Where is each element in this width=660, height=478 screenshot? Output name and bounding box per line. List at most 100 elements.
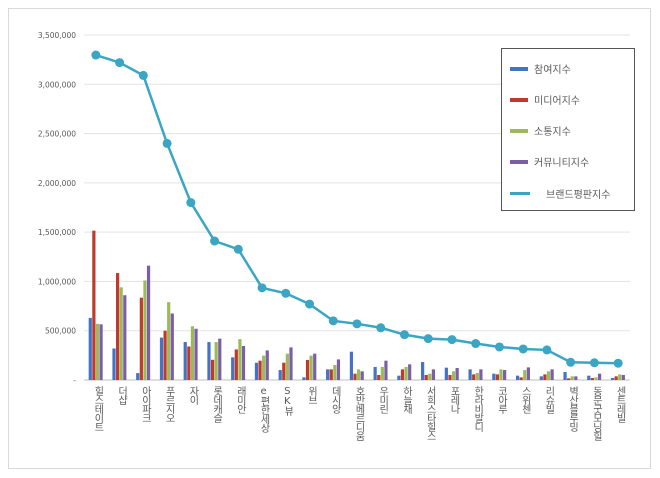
bar-3-5 <box>218 338 222 380</box>
line-point-8 <box>281 288 291 298</box>
y-tick-label: 500,000 <box>45 327 76 336</box>
bar-3-8 <box>289 347 293 380</box>
x-tick-label: 힐스테이트 <box>91 386 103 431</box>
x-tick-label: 벽산블루밍 <box>566 386 578 431</box>
y-tick-label: 3,000,000 <box>38 80 76 89</box>
bar-0-8 <box>278 370 282 380</box>
x-tick-label: 센트레빌 <box>614 386 626 422</box>
bar-1-9 <box>305 359 310 380</box>
line-point-4 <box>186 198 196 208</box>
bar-2-2 <box>143 280 147 380</box>
bar-2-21 <box>594 377 598 380</box>
y-tick-label: 1,000,000 <box>38 277 76 286</box>
bar-2-3 <box>167 302 171 380</box>
bar-1-3 <box>163 330 167 380</box>
bar-3-11 <box>360 371 364 380</box>
x-tick-label: 래미안 <box>234 386 246 413</box>
legend-item-media: 미디어지수 <box>510 92 580 107</box>
line-point-7 <box>257 283 267 293</box>
x-tick-label: 호반베르디움 <box>353 386 364 440</box>
chart-frame <box>8 8 651 469</box>
legend-label: 미디어지수 <box>534 96 580 107</box>
legend-item-community: 커뮤니티지수 <box>510 154 589 169</box>
bar-2-6 <box>238 339 242 380</box>
bar-2-16 <box>475 373 479 380</box>
legend-swatch <box>510 159 528 164</box>
bar-1-16 <box>472 374 476 380</box>
bar-2-5 <box>214 342 218 380</box>
bar-1-1 <box>116 273 120 380</box>
bar-2-17 <box>499 369 503 380</box>
bar-3-12 <box>384 360 388 380</box>
bar-0-19 <box>539 376 543 380</box>
x-tick-label: 서희스타힐스 <box>424 386 436 440</box>
bar-3-20 <box>574 376 578 380</box>
bar-0-6 <box>231 357 235 380</box>
bar-0-4 <box>183 342 187 380</box>
bar-2-18 <box>523 370 527 380</box>
y-tick-label: 3,500,000 <box>38 31 76 40</box>
bar-1-6 <box>234 349 238 380</box>
bar-3-17 <box>503 370 507 380</box>
line-point-13 <box>399 330 409 340</box>
x-tick-label: 우미린 <box>376 386 388 413</box>
x-tick-label: SK뷰 <box>281 386 293 415</box>
bar-2-8 <box>285 353 289 380</box>
bar-1-11 <box>353 373 357 380</box>
x-tick-label: 데시앙 <box>329 386 341 413</box>
bar-3-6 <box>241 345 246 380</box>
bar-0-9 <box>302 377 306 380</box>
bar-3-21 <box>597 373 602 380</box>
line-point-5 <box>210 236 220 246</box>
line-point-14 <box>423 334 433 344</box>
legend-label: 브랜드평판지수 <box>546 190 611 201</box>
legend-swatch <box>510 128 528 133</box>
bar-2-12 <box>380 366 384 380</box>
bar-3-18 <box>526 367 530 380</box>
bar-1-8 <box>282 362 286 380</box>
bar-2-22 <box>618 374 622 380</box>
bar-1-17 <box>495 374 500 380</box>
bar-0-17 <box>492 373 496 380</box>
bar-1-7 <box>258 360 262 380</box>
legend-item-brand-reputation: 브랜드평판지수 <box>510 186 610 201</box>
bar-2-9 <box>309 355 313 380</box>
bar-3-16 <box>479 369 483 380</box>
line-point-9 <box>305 299 315 309</box>
line-point-21 <box>589 358 599 368</box>
bar-2-15 <box>451 371 456 380</box>
line-point-3 <box>162 138 172 148</box>
bar-2-19 <box>546 371 551 380</box>
bar-0-1 <box>112 348 116 380</box>
bar-3-0 <box>99 324 103 380</box>
bar-1-19 <box>543 374 547 380</box>
bar-0-0 <box>88 317 92 380</box>
legend-item-communication: 소통지수 <box>510 123 571 138</box>
bar-3-13 <box>408 364 412 380</box>
x-tick-label: 포레나 <box>447 386 459 413</box>
bar-3-10 <box>336 359 341 380</box>
line-point-16 <box>471 339 481 349</box>
bar-0-5 <box>207 342 211 380</box>
x-tick-label: 푸르지오 <box>163 386 175 422</box>
bar-1-22 <box>614 376 618 380</box>
bar-3-15 <box>455 367 459 380</box>
bar-3-3 <box>170 313 174 380</box>
line-point-18 <box>518 344 528 354</box>
y-tick-label: 1,500,000 <box>38 228 76 237</box>
bar-1-10 <box>329 369 333 380</box>
bar-2-7 <box>262 355 266 380</box>
line-point-10 <box>328 316 338 326</box>
bar-2-14 <box>428 373 432 380</box>
line-point-15 <box>447 335 457 345</box>
bar-0-14 <box>421 362 425 380</box>
bar-1-4 <box>187 346 191 380</box>
bar-3-22 <box>621 374 625 380</box>
bar-3-19 <box>550 369 554 380</box>
legend-label: 소통지수 <box>534 127 571 138</box>
bar-3-7 <box>265 350 269 380</box>
bar-3-1 <box>123 295 127 380</box>
bar-0-13 <box>397 375 401 380</box>
bar-0-2 <box>136 373 140 380</box>
x-tick-label: 하늘채 <box>400 386 412 413</box>
